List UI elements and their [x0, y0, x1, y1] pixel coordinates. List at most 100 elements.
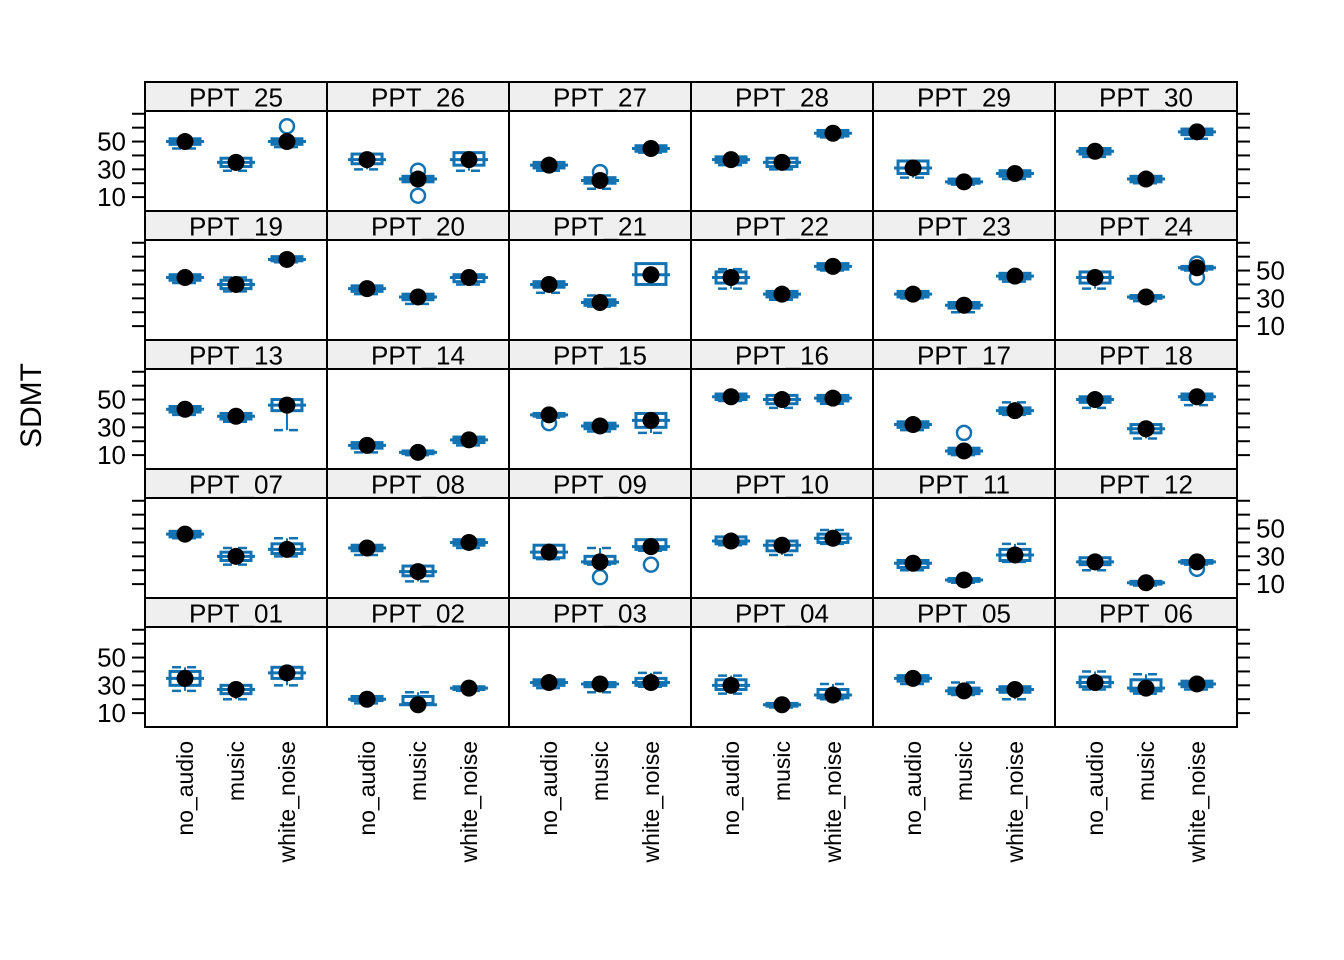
- strip-label-PPT_24: PPT_24: [1099, 212, 1193, 242]
- mean-point: [904, 554, 922, 572]
- x-tick-label: no_audio: [900, 741, 926, 836]
- panel-strip: [1054, 597, 1238, 628]
- mean-point: [278, 540, 296, 558]
- mean-point: [1137, 574, 1155, 592]
- mean-point: [176, 269, 194, 286]
- outlier-point: [955, 424, 973, 442]
- mean-point: [955, 296, 973, 314]
- mean-point: [409, 443, 427, 461]
- mean-point: [773, 696, 791, 714]
- strip-label-PPT_21: PPT_21: [553, 212, 647, 242]
- x-tick-label: white_noise: [638, 741, 664, 863]
- strip-label-PPT_20: PPT_20: [371, 212, 465, 242]
- panel-strip: [1054, 210, 1238, 241]
- mean-point: [591, 294, 609, 311]
- strip-label-PPT_18: PPT_18: [1099, 341, 1193, 371]
- mean-point: [227, 153, 245, 171]
- mean-point: [278, 250, 296, 268]
- x-tick-label: no_audio: [536, 741, 562, 836]
- panel-strip: [508, 81, 692, 112]
- mean-point: [540, 406, 558, 424]
- mean-point: [1086, 674, 1104, 692]
- mean-point: [176, 525, 194, 543]
- strip-label-PPT_27: PPT_27: [553, 83, 647, 113]
- y-tick-label: 30: [97, 154, 126, 184]
- mean-point: [1006, 681, 1024, 698]
- x-tick-label: music: [587, 741, 613, 801]
- panel-strip: [690, 210, 874, 241]
- mean-point: [722, 532, 740, 550]
- x-tick-label: no_audio: [172, 741, 198, 836]
- mean-point: [1086, 553, 1104, 571]
- strip-label-PPT_07: PPT_07: [189, 470, 283, 500]
- mean-point: [1188, 388, 1206, 406]
- x-tick-label: white_noise: [1002, 741, 1028, 863]
- mean-point: [540, 275, 558, 293]
- strip-label-PPT_16: PPT_16: [735, 341, 829, 371]
- panel-strip: [872, 468, 1056, 499]
- mean-point: [1137, 420, 1155, 438]
- mean-point: [1086, 391, 1104, 409]
- mean-point: [409, 288, 427, 306]
- y-tick-label: 30: [97, 670, 126, 700]
- mean-point: [409, 563, 427, 581]
- panel-strip: [1054, 81, 1238, 112]
- y-tick-label: 30: [1256, 541, 1285, 571]
- x-tick-label: no_audio: [718, 741, 744, 836]
- strip-label-PPT_22: PPT_22: [735, 212, 829, 242]
- x-tick-label: no_audio: [354, 741, 380, 836]
- y-tick-label: 50: [1256, 514, 1285, 544]
- mean-point: [460, 269, 478, 286]
- strip-label-PPT_30: PPT_30: [1099, 83, 1193, 113]
- mean-point: [642, 411, 660, 429]
- strip-label-PPT_03: PPT_03: [553, 599, 647, 629]
- panel-frame: [508, 239, 692, 341]
- mean-point: [1137, 679, 1155, 697]
- panel-strip: [872, 339, 1056, 370]
- strip-label-PPT_14: PPT_14: [371, 341, 465, 371]
- y-tick-label: 50: [97, 643, 126, 673]
- mean-point: [1188, 259, 1206, 277]
- x-tick-label: white_noise: [456, 741, 482, 863]
- mean-point: [904, 159, 922, 177]
- y-tick-label: 30: [97, 412, 126, 442]
- mean-point: [591, 417, 609, 435]
- mean-point: [1188, 553, 1206, 571]
- panel-strip: [144, 468, 328, 499]
- mean-point: [904, 416, 922, 434]
- mean-point: [358, 690, 376, 708]
- mean-point: [1006, 546, 1024, 564]
- mean-point: [722, 269, 740, 286]
- strip-label-PPT_28: PPT_28: [735, 83, 829, 113]
- mean-point: [278, 664, 296, 682]
- panel-strip: [690, 81, 874, 112]
- mean-point: [642, 266, 660, 284]
- mean-point: [773, 285, 791, 303]
- mean-point: [773, 153, 791, 171]
- strip-label-PPT_02: PPT_02: [371, 599, 465, 629]
- panel-frame: [1054, 110, 1238, 212]
- mean-point: [1188, 123, 1206, 141]
- mean-point: [591, 171, 609, 189]
- mean-point: [227, 681, 245, 698]
- y-tick-label: 10: [1256, 569, 1285, 599]
- panel-strip: [326, 468, 510, 499]
- strip-label-PPT_25: PPT_25: [189, 83, 283, 113]
- mean-point: [540, 156, 558, 174]
- mean-point: [227, 547, 245, 565]
- mean-point: [642, 674, 660, 692]
- panel-strip: [508, 339, 692, 370]
- panel-strip: [872, 210, 1056, 241]
- mean-point: [824, 529, 842, 547]
- mean-point: [358, 280, 376, 298]
- mean-point: [460, 431, 478, 449]
- strip-label-PPT_04: PPT_04: [735, 599, 829, 629]
- mean-point: [591, 553, 609, 571]
- mean-point: [1006, 165, 1024, 182]
- mean-point: [1086, 269, 1104, 286]
- mean-point: [460, 679, 478, 697]
- mean-point: [460, 151, 478, 169]
- strip-label-PPT_05: PPT_05: [917, 599, 1011, 629]
- mean-point: [278, 133, 296, 151]
